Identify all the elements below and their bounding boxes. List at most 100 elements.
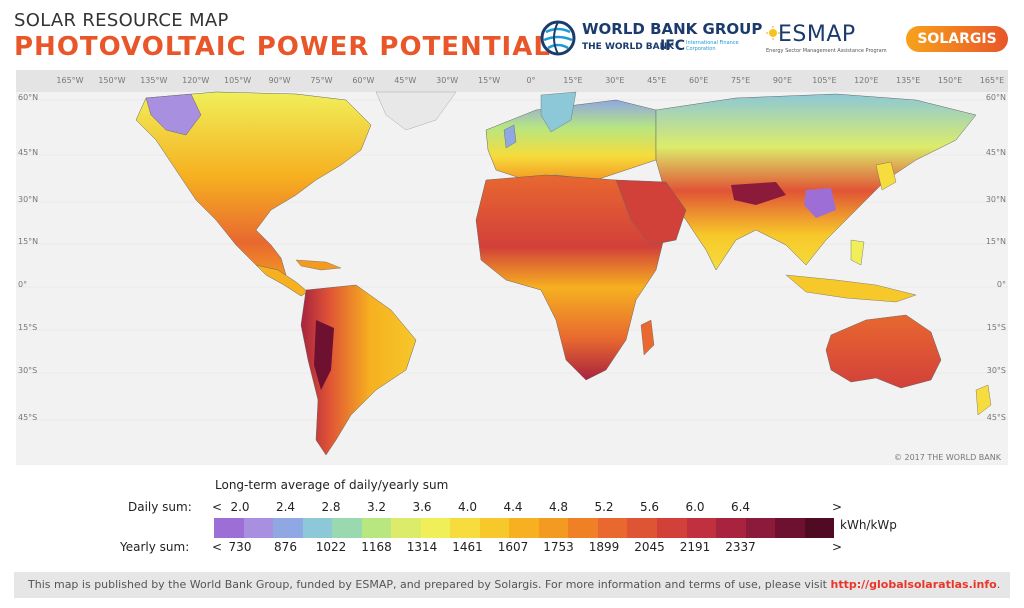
lat-label: 15°N — [986, 237, 1006, 246]
daily-tick-label: 3.6 — [412, 500, 432, 514]
lon-label: 120°E — [854, 76, 878, 85]
daily-tick-label: 4.8 — [548, 500, 569, 514]
tibet — [731, 182, 786, 205]
yearly-tick-label: 1314 — [406, 540, 438, 554]
daily-tick-label: 6.0 — [685, 500, 705, 514]
daily-less-sign: < — [212, 500, 223, 514]
yearly-sum-label: Yearly sum: — [120, 540, 190, 554]
yearly-less-sign: < — [212, 540, 223, 554]
madagascar — [640, 319, 655, 356]
daily-tick-label: 4.0 — [457, 500, 478, 514]
yearly-greater-sign: > — [832, 540, 843, 554]
lat-label: 0° — [997, 280, 1006, 289]
world-map: 165°W 150°W 135°W 120°W 105°W 90°W 75°W 60°W 45°… — [16, 70, 1008, 465]
daily-tick-label: 4.4 — [503, 500, 523, 514]
daily-sum-label: Daily sum: — [128, 500, 192, 514]
esmap-sun-icon — [766, 26, 780, 40]
philippines — [850, 239, 865, 266]
lon-label: 135°E — [896, 76, 920, 85]
lat-label: 45°S — [18, 413, 37, 422]
lon-label: 60°E — [689, 76, 708, 85]
lat-label: 30°S — [18, 366, 37, 375]
lon-label: 30°W — [436, 76, 458, 85]
color-swatch — [597, 518, 628, 538]
color-swatch — [332, 518, 362, 538]
central-america — [255, 264, 309, 297]
color-swatch — [273, 518, 303, 538]
daily-tick-label: 6.4 — [730, 500, 751, 514]
lon-label: 60°W — [352, 76, 374, 85]
color-swatch — [538, 518, 569, 538]
yearly-tick-label: 2337 — [725, 540, 756, 554]
color-swatch — [568, 518, 598, 538]
world-bank-logo[interactable]: WORLD BANK GROUP THE WORLD BANK IFC Inte… — [540, 18, 762, 62]
color-swatch — [214, 518, 244, 538]
daily-tick-label: 5.6 — [639, 500, 660, 514]
footer-note: This map is published by the World Bank … — [14, 572, 1010, 598]
color-swatch — [361, 518, 392, 538]
color-swatch — [243, 518, 274, 538]
lon-label: 150°E — [938, 76, 962, 85]
greenland — [375, 91, 457, 131]
yearly-tick-label: 1753 — [543, 540, 574, 554]
new-zealand — [975, 384, 992, 416]
lat-label: 60°N — [986, 93, 1006, 102]
daily-tick-label: 2.8 — [321, 500, 341, 514]
world-bank-group-text: WORLD BANK GROUP — [582, 20, 763, 38]
ifc-text: IFC — [660, 38, 686, 54]
lat-label: 45°N — [18, 148, 38, 157]
lat-label: 15°N — [18, 237, 38, 246]
lon-label: 30°E — [605, 76, 624, 85]
lon-label: 105°E — [812, 76, 836, 85]
yearly-tick-label: 2045 — [634, 540, 665, 554]
daily-greater-sign: > — [832, 500, 843, 514]
ifc-sub-text: International Finance Corporation — [686, 40, 739, 52]
lat-label: 30°N — [986, 195, 1006, 204]
color-swatch — [716, 518, 746, 538]
alaska — [145, 93, 202, 136]
lat-label: 60°N — [18, 93, 38, 102]
lon-label: 165°E — [980, 76, 1004, 85]
lat-label: 45°N — [986, 148, 1006, 157]
esmap-logo[interactable]: ESMAP Energy Sector Management Assistanc… — [766, 22, 887, 58]
esmap-sub-text: Energy Sector Management Assistance Prog… — [766, 48, 887, 54]
legend-title: Long-term average of daily/yearly sum — [215, 478, 449, 492]
color-swatch — [450, 518, 480, 538]
lon-label: 90°W — [268, 76, 290, 85]
the-world-bank-text: THE WORLD BANK — [582, 42, 675, 52]
yearly-tick-label: 730 — [228, 540, 252, 554]
lon-label: 15°W — [478, 76, 500, 85]
color-swatch — [479, 518, 510, 538]
australia — [825, 314, 942, 389]
color-swatch — [391, 518, 421, 538]
solargis-logo[interactable]: SOLARGIS — [906, 26, 1008, 52]
lon-label: 0° — [526, 76, 535, 85]
lon-label-band — [16, 70, 1008, 92]
lat-label: 30°S — [987, 366, 1006, 375]
lon-label: 150°W — [98, 76, 125, 85]
footer-end: . — [996, 578, 1001, 591]
lat-label: 15°S — [987, 323, 1006, 332]
arabia — [615, 179, 687, 246]
globalsolaratlas-link[interactable]: http://globalsolaratlas.info — [830, 578, 997, 591]
daily-tick-label: 2.4 — [275, 500, 296, 514]
lat-label: 30°N — [18, 195, 38, 204]
color-swatch — [745, 518, 776, 538]
yearly-tick-label: 1607 — [497, 540, 529, 554]
uk — [503, 124, 517, 149]
map-title: PHOTOVOLTAIC POWER POTENTIAL — [14, 32, 551, 62]
esmap-text: ESMAP — [778, 22, 856, 47]
world-bank-globe-icon — [540, 20, 576, 56]
yearly-tick-label: 1461 — [452, 540, 483, 554]
europe — [485, 99, 657, 181]
daily-tick-label: 2.0 — [230, 500, 250, 514]
indonesia — [785, 274, 917, 303]
color-swatch — [627, 518, 657, 538]
lon-label: 135°W — [140, 76, 167, 85]
color-swatch — [804, 518, 835, 538]
china-basin — [804, 188, 836, 218]
atacama — [314, 320, 334, 390]
daily-tick-label: 5.2 — [594, 500, 614, 514]
japan — [875, 161, 897, 191]
